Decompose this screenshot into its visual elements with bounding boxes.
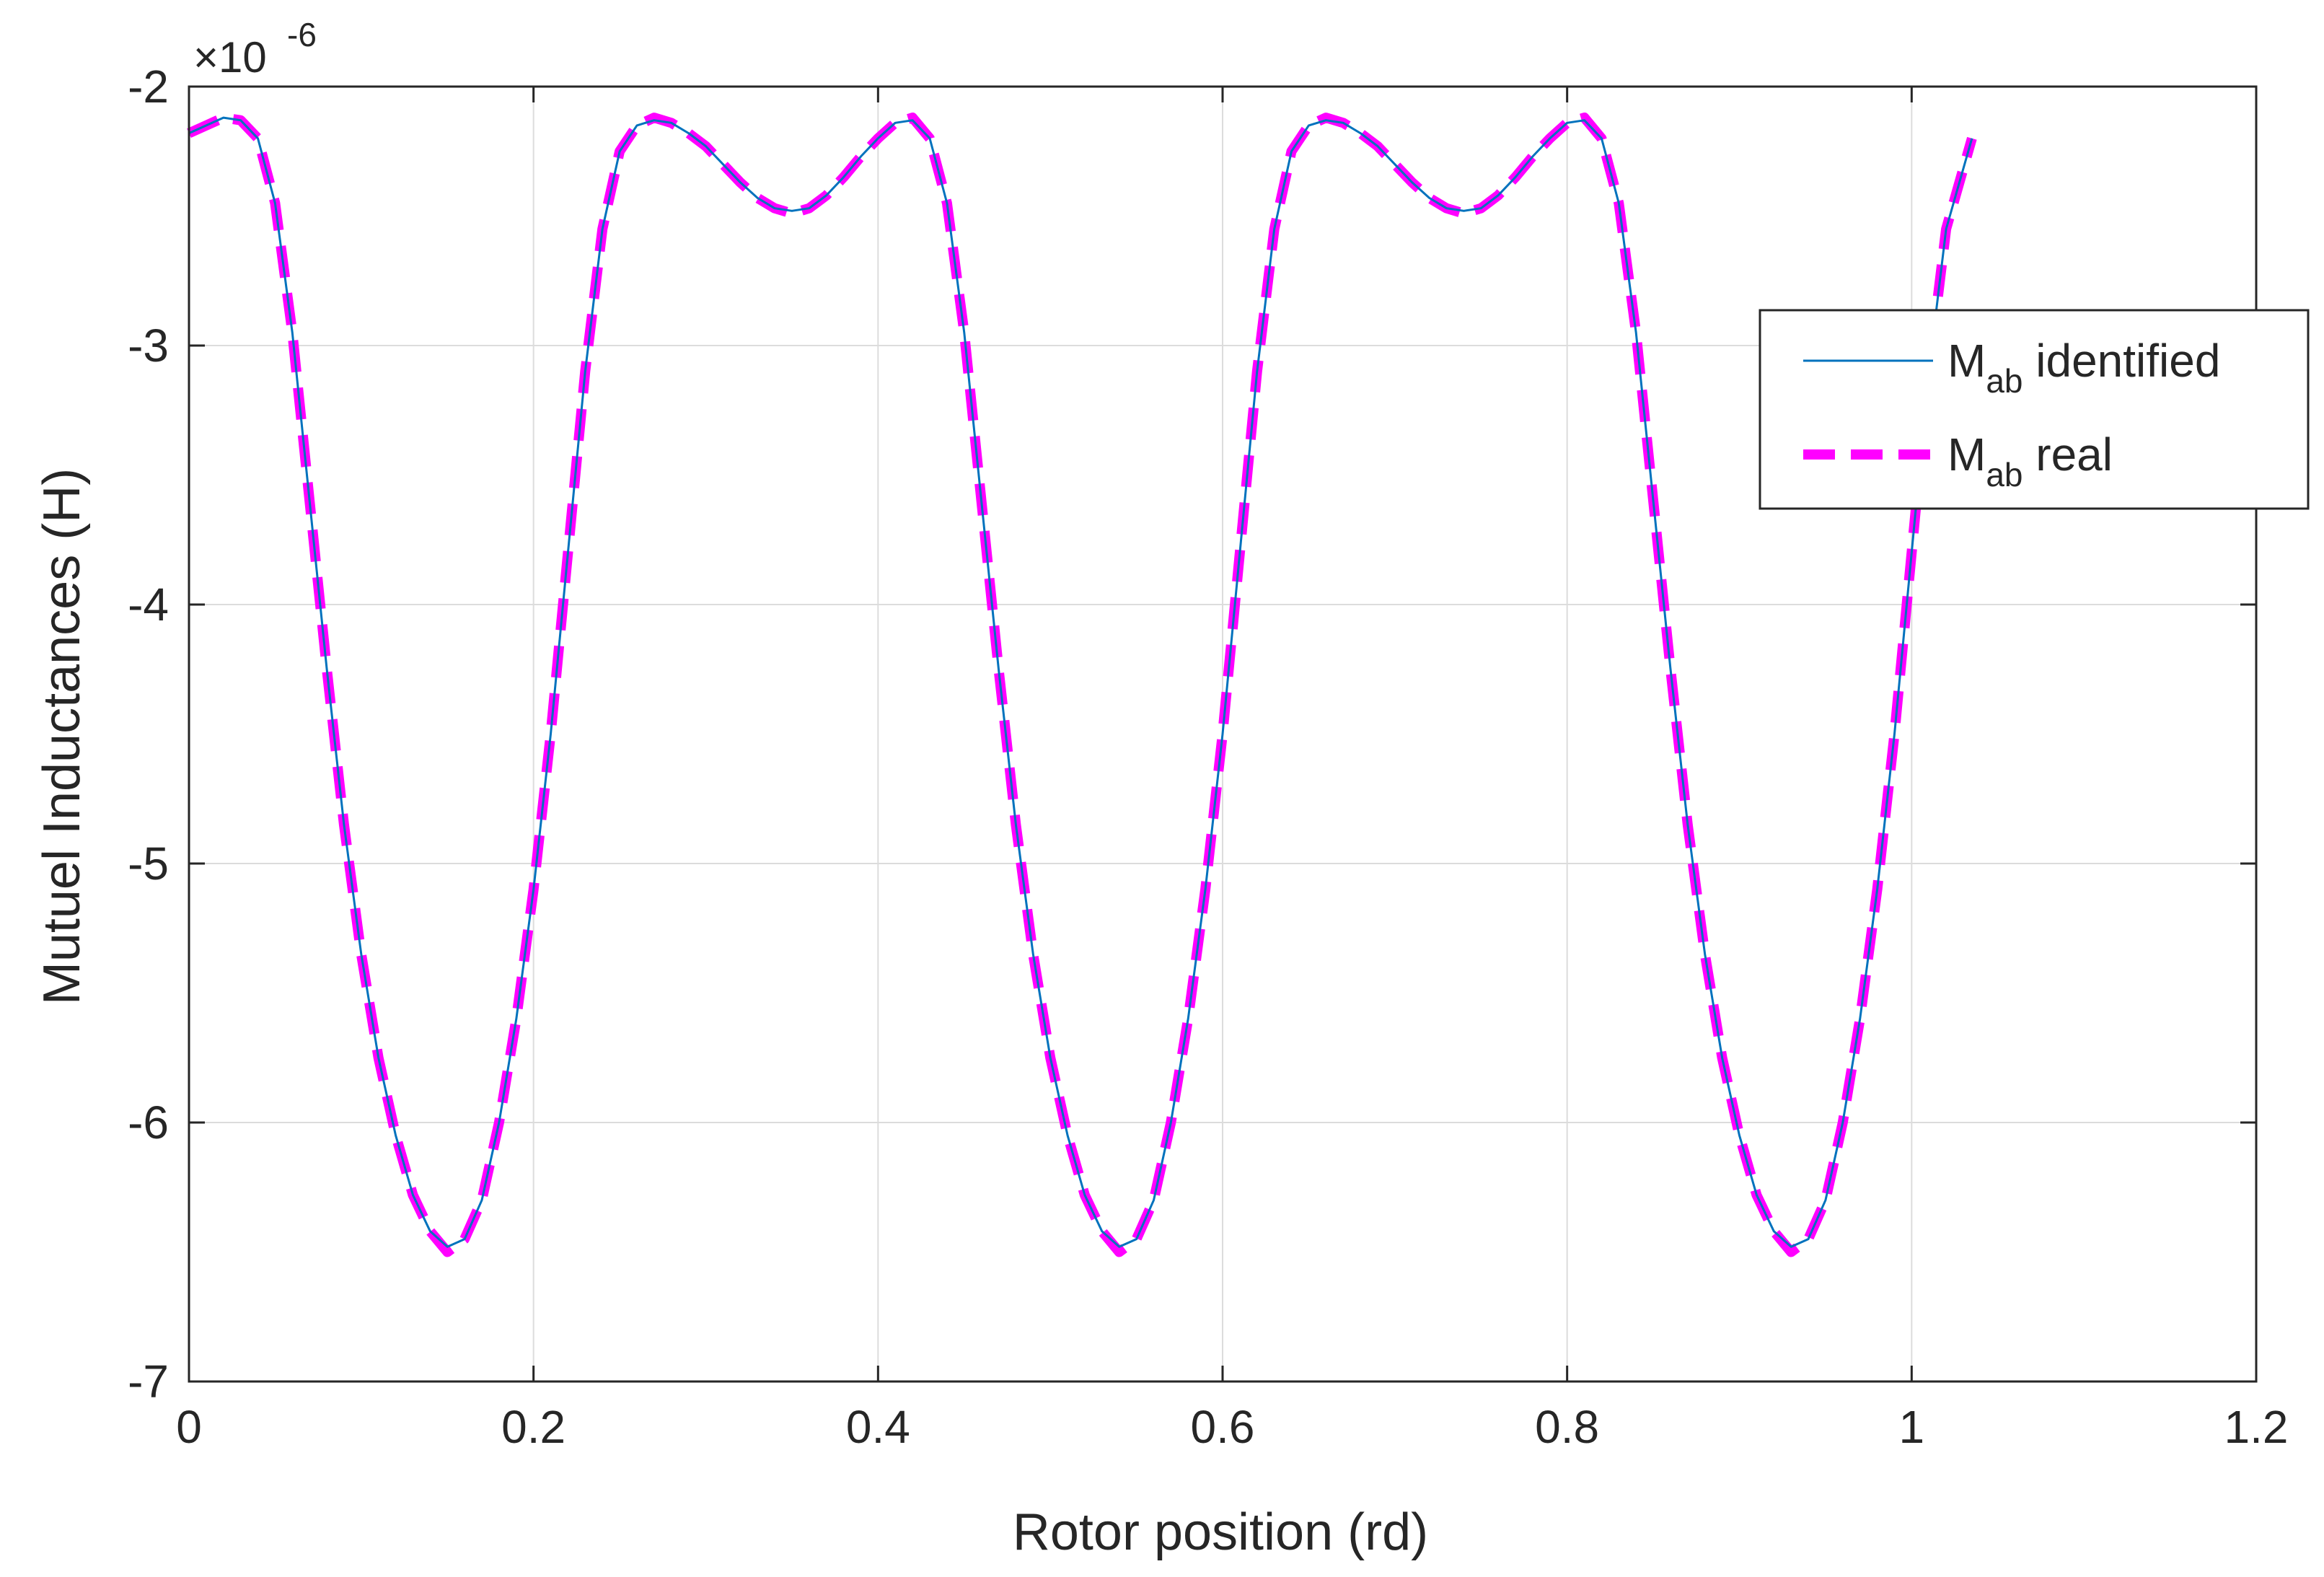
legend-entry-identified-sub: ab bbox=[1986, 362, 2023, 400]
tick-labels: 0 0.2 0.4 0.6 0.8 1 1.2 -7 -6 -5 -4 -3 -2 bbox=[128, 61, 2288, 1453]
legend-entry-identified: Mab identified bbox=[1947, 335, 2220, 400]
y-tick-label: -4 bbox=[128, 579, 169, 631]
x-tick-label: 0.4 bbox=[846, 1401, 910, 1453]
y-tick-label: -2 bbox=[128, 61, 169, 113]
series-layer bbox=[187, 113, 1977, 1257]
legend-entry-real-main: M bbox=[1947, 429, 1986, 480]
x-tick-label: 1 bbox=[1899, 1401, 1925, 1453]
y-axis-label: Mutuel Inductances (H) bbox=[33, 468, 91, 1005]
legend-entry-identified-rest: identified bbox=[2023, 335, 2220, 387]
x-axis-label: Rotor position (rd) bbox=[1013, 1503, 1428, 1561]
y-tick-label: -3 bbox=[128, 320, 169, 372]
y-tick-label: -6 bbox=[128, 1097, 169, 1148]
y-multiplier-exponent: -6 bbox=[287, 16, 317, 53]
x-tick-label: 0.2 bbox=[501, 1401, 565, 1453]
y-multiplier: ×10 -6 bbox=[193, 16, 317, 82]
x-tick-label: 0 bbox=[176, 1401, 202, 1453]
legend-entry-real-rest: real bbox=[2023, 429, 2113, 480]
ticks bbox=[188, 85, 2258, 1383]
legend-entry-real: Mab real bbox=[1947, 429, 2113, 493]
y-multiplier-base: ×10 bbox=[193, 33, 267, 82]
x-tick-label: 0.8 bbox=[1535, 1401, 1599, 1453]
x-tick-label: 0.6 bbox=[1191, 1401, 1255, 1453]
series-line-identified bbox=[188, 116, 1973, 1248]
legend-entry-identified-main: M bbox=[1947, 335, 1986, 387]
legend-entry-real-sub: ab bbox=[1986, 456, 2023, 493]
x-tick-label: 1.2 bbox=[2224, 1401, 2289, 1453]
y-tick-label: -5 bbox=[128, 838, 169, 889]
y-tick-label: -7 bbox=[128, 1356, 169, 1407]
legend-box bbox=[1759, 309, 2310, 510]
legend: Mab identified Mab real bbox=[1759, 309, 2310, 510]
